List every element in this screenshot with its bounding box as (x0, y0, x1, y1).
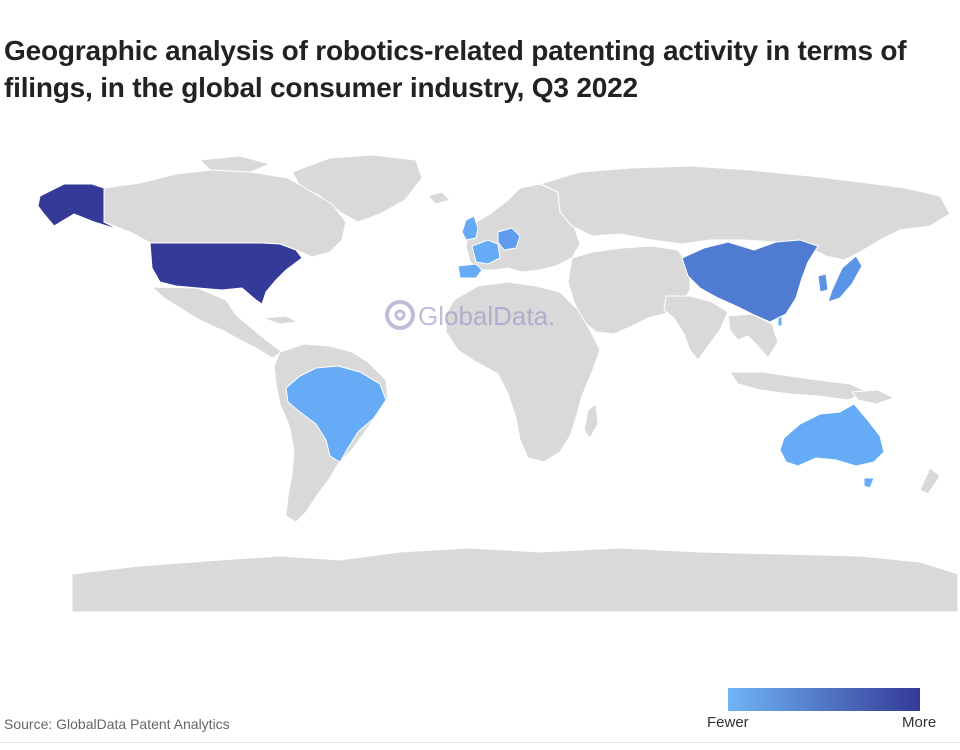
region-middle-east-central-asia (567, 245, 691, 335)
region-maritime-asia (729, 371, 869, 401)
region-japan (827, 255, 863, 303)
region-papua (851, 389, 895, 405)
legend-low-label: Fewer (707, 714, 749, 731)
region-iceland (427, 191, 451, 205)
region-southeast-asia (727, 313, 779, 359)
region-germany (497, 227, 521, 251)
region-united-kingdom (461, 215, 479, 241)
region-arctic-islands (199, 155, 271, 173)
region-spain (457, 263, 483, 279)
region-tasmania (863, 477, 875, 489)
watermark-text: GlobalData. (418, 301, 555, 331)
region-alaska (37, 183, 121, 231)
region-united-states (149, 242, 303, 305)
region-south-korea (817, 273, 829, 293)
region-china (681, 239, 819, 323)
region-taiwan (777, 315, 783, 327)
region-madagascar (583, 403, 599, 439)
legend-gradient-bar (728, 688, 920, 711)
region-australia (779, 403, 885, 467)
region-russia (539, 165, 951, 261)
region-new-zealand (919, 467, 941, 495)
chart-title: Geographic analysis of robotics-related … (4, 35, 907, 103)
legend-high-label: More (902, 714, 937, 731)
region-antarctica (71, 547, 959, 612)
region-brazil (285, 365, 387, 463)
watermark: GlobalData. (385, 300, 555, 331)
divider (0, 742, 960, 743)
region-mexico-central-america (151, 286, 283, 359)
region-france (471, 239, 501, 265)
region-caribbean (261, 315, 299, 325)
region-africa (445, 281, 601, 463)
world-map: GlobalData. (37, 154, 959, 612)
region-south-asia (663, 295, 729, 361)
source-note: Source: GlobalData Patent Analytics (4, 716, 230, 732)
